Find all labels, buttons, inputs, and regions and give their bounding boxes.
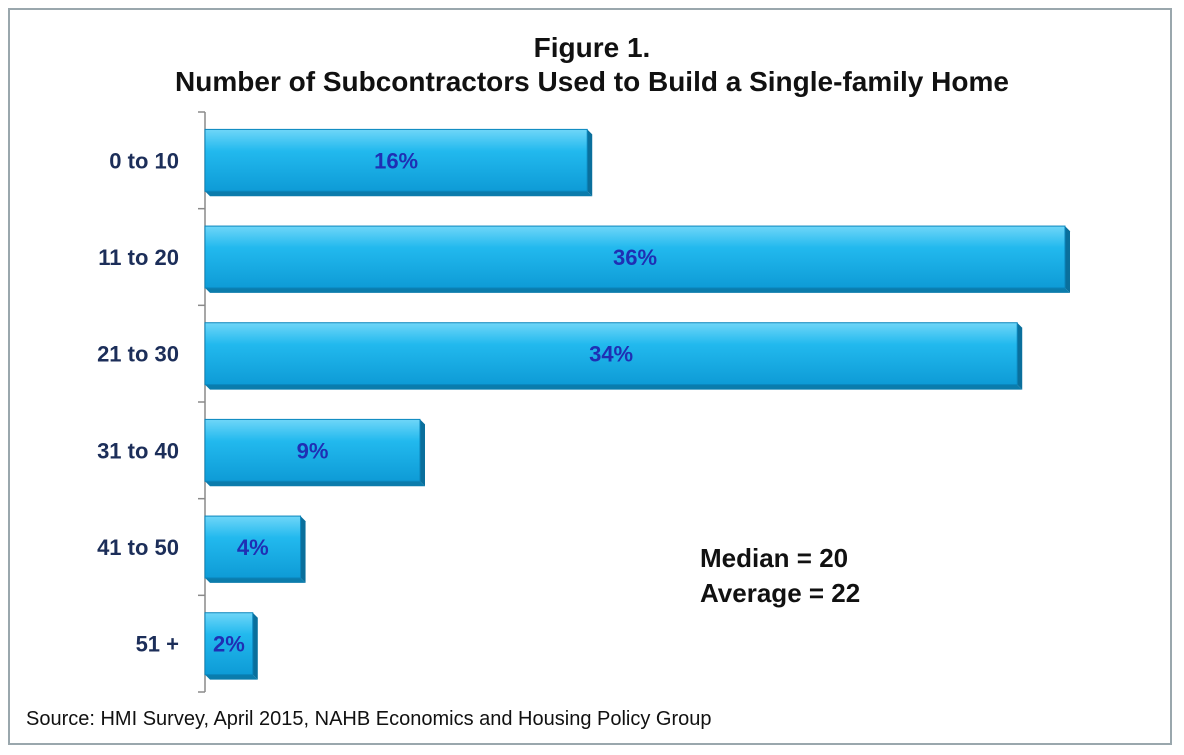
bar-bottom	[205, 191, 593, 197]
bar-side	[587, 129, 593, 197]
source-note: Source: HMI Survey, April 2015, NAHB Eco…	[26, 708, 712, 730]
category-label: 0 to 10	[109, 148, 179, 173]
bar-side	[1017, 322, 1023, 390]
value-label: 2%	[213, 632, 245, 657]
bar-bottom	[205, 577, 306, 583]
bar	[204, 418, 421, 482]
bar-bottom	[205, 287, 1070, 293]
bar-bottom	[205, 481, 425, 487]
bar-side	[252, 612, 258, 680]
category-label: 31 to 40	[97, 438, 179, 463]
bar-bottom	[205, 674, 258, 680]
chart-title: Figure 1.	[533, 32, 651, 63]
bar	[204, 225, 1066, 289]
value-label: 9%	[297, 438, 329, 463]
category-label: 41 to 50	[97, 535, 179, 560]
chart-subtitle: Number of Subcontractors Used to Build a…	[175, 66, 1009, 97]
bar-side	[300, 516, 306, 583]
bar	[204, 612, 254, 676]
bar	[204, 515, 302, 579]
bar-side	[1065, 226, 1070, 293]
bar	[204, 322, 1018, 386]
value-label: 4%	[237, 535, 269, 560]
bar-bottom	[205, 384, 1023, 390]
category-label: 11 to 20	[98, 245, 179, 270]
value-label: 34%	[589, 342, 633, 367]
category-label: 51 +	[136, 632, 179, 657]
bar-side	[420, 419, 425, 487]
median-annotation: Median = 20	[700, 543, 849, 573]
category-label: 21 to 30	[97, 342, 179, 367]
value-label: 16%	[374, 148, 418, 173]
average-annotation: Average = 22	[700, 578, 861, 608]
bar	[204, 128, 588, 192]
value-label: 36%	[613, 245, 657, 270]
